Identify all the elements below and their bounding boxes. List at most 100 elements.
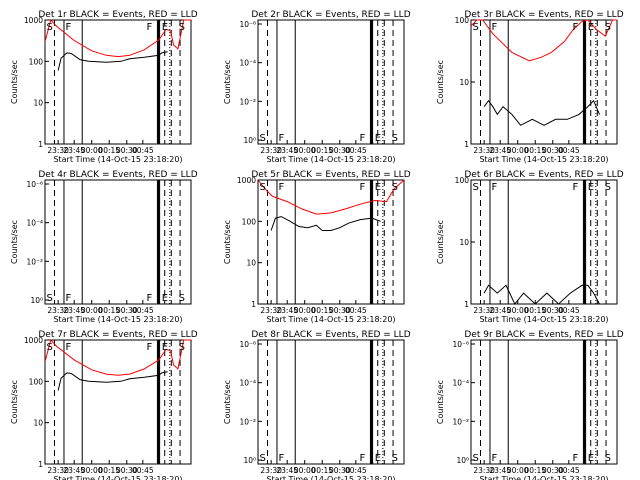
y-tick-label: 10⁻⁴ bbox=[239, 379, 256, 388]
event-marker-f: F bbox=[491, 453, 497, 464]
x-tick-label: 00:45 bbox=[345, 146, 367, 155]
y-axis-label: Counts/sec bbox=[10, 380, 19, 424]
x-tick-label: 00:45 bbox=[345, 306, 367, 315]
y-tick-label: 10 bbox=[459, 238, 469, 247]
event-marker-f: F bbox=[359, 182, 365, 193]
x-tick-label: 00:30 bbox=[329, 466, 351, 475]
x-tick-label: 00:30 bbox=[542, 146, 564, 155]
plot-frame bbox=[44, 19, 192, 145]
y-tick-label: 10⁰ bbox=[456, 456, 469, 465]
event-marker-f: F bbox=[146, 293, 152, 304]
y-tick-label: 100 bbox=[242, 217, 257, 226]
x-tick-label: 00:30 bbox=[116, 306, 138, 315]
y-tick-label: 1 bbox=[251, 300, 256, 309]
x-tick-label: 00:30 bbox=[116, 146, 138, 155]
y-tick-label: 1000 bbox=[237, 176, 256, 185]
y-tick-label: 10⁻⁴ bbox=[452, 379, 469, 388]
x-tick-label: 23:45 bbox=[276, 306, 298, 315]
x-axis-label: Start Time (14-Oct-15 23:18:20) bbox=[53, 155, 182, 164]
event-marker-s: S bbox=[46, 342, 52, 353]
y-tick-label: 1 bbox=[38, 140, 43, 149]
x-tick-label: 23:45 bbox=[63, 306, 85, 315]
event-marker-s: S bbox=[605, 182, 611, 193]
x-tick-label: 23:30 bbox=[260, 306, 282, 315]
event-marker-f: F bbox=[65, 342, 71, 353]
y-tick-label: 10 bbox=[33, 99, 43, 108]
event-marker-s: S bbox=[259, 453, 265, 464]
y-tick-label: 10⁻² bbox=[239, 97, 256, 106]
x-axis-label: Start Time (14-Oct-15 23:18:20) bbox=[266, 475, 395, 480]
event-marker-e: E bbox=[162, 22, 168, 33]
x-tick-label: 23:45 bbox=[63, 466, 85, 475]
event-marker-f: F bbox=[572, 453, 578, 464]
y-axis-label: Counts/sec bbox=[223, 60, 232, 104]
series-line-events bbox=[270, 216, 381, 231]
plot-frame bbox=[470, 179, 618, 305]
y-tick-label: 1000 bbox=[24, 336, 43, 345]
x-tick-label: 00:00 bbox=[294, 466, 316, 475]
event-marker-f: F bbox=[491, 22, 497, 33]
event-marker-e: E bbox=[375, 453, 381, 464]
panel-title: Det 6r BLACK = Events, RED = LLD bbox=[464, 170, 623, 180]
plot-frame bbox=[257, 179, 405, 305]
panel-det-5r: Det 5r BLACK = Events, RED = LLD 1 10 100 10… bbox=[223, 170, 411, 324]
x-tick-label: 00:00 bbox=[507, 306, 529, 315]
x-tick-label: 23:45 bbox=[489, 466, 511, 475]
x-tick-label: 23:45 bbox=[276, 466, 298, 475]
series-line-events bbox=[57, 371, 168, 391]
x-tick-label: 00:15 bbox=[98, 306, 120, 315]
event-marker-e: E bbox=[162, 342, 168, 353]
series-line-lld bbox=[257, 179, 405, 215]
y-tick-label: 1 bbox=[464, 300, 469, 309]
panel-title: Det 1r BLACK = Events, RED = LLD bbox=[38, 10, 197, 20]
event-marker-e: E bbox=[588, 453, 594, 464]
y-tick-label: 10 bbox=[246, 259, 256, 268]
x-tick-label: 23:30 bbox=[473, 306, 495, 315]
y-tick-label: 1000 bbox=[24, 16, 43, 25]
panel-det-6r: Det 6r BLACK = Events, RED = LLD 1 10 100 23… bbox=[436, 170, 624, 324]
x-tick-label: 23:30 bbox=[47, 466, 69, 475]
x-axis-label: Start Time (14-Oct-15 23:18:20) bbox=[479, 155, 608, 164]
x-tick-label: 00:15 bbox=[311, 306, 333, 315]
y-tick-label: 10⁻⁴ bbox=[239, 59, 256, 68]
x-tick-label: 00:30 bbox=[329, 306, 351, 315]
x-tick-label: 00:45 bbox=[558, 466, 580, 475]
x-tick-label: 00:00 bbox=[507, 146, 529, 155]
y-tick-label: 100 bbox=[455, 176, 470, 185]
panel-det-3r: Det 3r BLACK = Events, RED = LLD 1 10 100 23… bbox=[436, 10, 624, 164]
panel-title: Det 9r BLACK = Events, RED = LLD bbox=[464, 330, 623, 340]
event-marker-s: S bbox=[392, 133, 398, 144]
y-axis-label: Counts/sec bbox=[436, 220, 445, 264]
x-tick-label: 23:30 bbox=[260, 146, 282, 155]
event-marker-f: F bbox=[572, 22, 578, 33]
event-marker-f: F bbox=[359, 133, 365, 144]
y-axis-label: Counts/sec bbox=[436, 380, 445, 424]
x-tick-label: 23:45 bbox=[489, 146, 511, 155]
x-tick-label: 00:45 bbox=[558, 306, 580, 315]
x-tick-label: 00:30 bbox=[329, 146, 351, 155]
event-marker-f: F bbox=[65, 293, 71, 304]
plot-frame bbox=[44, 339, 192, 465]
x-tick-label: 00:15 bbox=[98, 466, 120, 475]
event-marker-s: S bbox=[472, 453, 478, 464]
x-tick-label: 00:45 bbox=[132, 146, 154, 155]
y-axis-label: Counts/sec bbox=[223, 220, 232, 264]
event-marker-f: F bbox=[278, 453, 284, 464]
x-tick-label: 23:30 bbox=[47, 146, 69, 155]
x-tick-label: 00:30 bbox=[542, 466, 564, 475]
y-axis-label: Counts/sec bbox=[10, 60, 19, 104]
x-axis-label: Start Time (14-Oct-15 23:18:20) bbox=[266, 155, 395, 164]
event-marker-e: E bbox=[588, 182, 594, 193]
plot-frame bbox=[257, 339, 405, 465]
y-tick-label: 100 bbox=[29, 377, 44, 386]
event-marker-s: S bbox=[179, 342, 185, 353]
x-tick-label: 23:30 bbox=[473, 146, 495, 155]
x-tick-label: 23:30 bbox=[473, 466, 495, 475]
panel-title: Det 4r BLACK = Events, RED = LLD bbox=[38, 170, 197, 180]
series-line-events bbox=[483, 284, 600, 305]
event-marker-f: F bbox=[278, 133, 284, 144]
y-tick-label: 100 bbox=[455, 16, 470, 25]
y-tick-label: 10⁻⁶ bbox=[239, 340, 256, 349]
event-marker-s: S bbox=[179, 22, 185, 33]
